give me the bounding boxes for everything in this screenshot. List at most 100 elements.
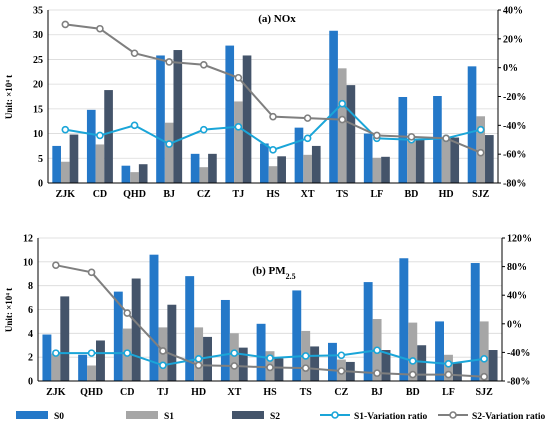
y2-tick-label: 120% <box>507 234 532 245</box>
point-s1-ratio-cz <box>199 125 208 134</box>
bar-s1-cz <box>199 167 209 183</box>
point-s1-ratio-qhd <box>130 121 139 130</box>
bar-s2-bj <box>173 50 183 184</box>
x-tick-label: BD <box>406 387 420 398</box>
y2-tick-label: 40% <box>503 6 523 17</box>
bar-s1-bd <box>407 139 416 183</box>
bar-s0-sjz <box>470 263 480 381</box>
x-tick-label: QHD <box>80 387 103 398</box>
bar-s1-tj <box>234 101 243 183</box>
x-tick-label: ZJK <box>46 387 66 398</box>
legend-label-s1: S1 <box>164 412 174 422</box>
point-s2-ratio-bj <box>373 369 381 377</box>
legend-label-s2: S2 <box>270 412 280 422</box>
bar-s1-bd <box>408 322 418 381</box>
point-s2-ratio-ts <box>301 364 310 372</box>
chart-title-main: (a) NOx <box>258 13 296 25</box>
bar-s1-hd <box>194 327 204 381</box>
bar-s2-sjz <box>488 350 498 381</box>
bar-s1-bj <box>164 122 174 183</box>
bar-s1-lf <box>372 157 382 183</box>
bar-s0-bj <box>363 282 373 381</box>
bar-s0-bj <box>156 55 165 183</box>
y-tick-label: 20 <box>33 80 43 91</box>
bar-s0-lf <box>435 321 444 381</box>
point-s2-ratio-lf <box>444 370 453 379</box>
x-tick-label: ZJK <box>56 189 76 200</box>
point-s2-ratio-bj <box>165 58 173 66</box>
bar-s2-xt <box>238 347 248 381</box>
bar-s0-qhd <box>78 354 88 381</box>
point-s1-ratio-hd <box>194 355 203 363</box>
bar-s2-tj <box>242 55 252 183</box>
x-tick-label: LF <box>370 189 383 200</box>
point-s2-ratio-cz <box>199 60 208 69</box>
point-s1-ratio-bd <box>408 357 417 365</box>
bar-s1-hd <box>441 138 451 183</box>
point-s2-ratio-bd <box>408 370 417 379</box>
x-tick-label: CD <box>93 189 107 200</box>
x-tick-label: BD <box>405 189 419 200</box>
x-tick-label: CZ <box>334 387 348 398</box>
point-s1-ratio-lf <box>444 360 453 368</box>
point-s2-ratio-qhd <box>130 49 139 58</box>
y2-tick-label: -60% <box>503 150 526 161</box>
point-s2-ratio-zjk <box>61 20 70 29</box>
legend-swatch-s1 <box>126 411 158 419</box>
point-s1-ratio-tj <box>159 361 167 370</box>
x-tick-label: XT <box>301 189 315 200</box>
point-s2-ratio-sjz <box>476 148 485 157</box>
x-tick-label: TJ <box>233 189 245 200</box>
point-s1-ratio-cd <box>96 131 104 140</box>
y-tick-label: 25 <box>33 55 43 66</box>
point-s2-ratio-hs <box>269 112 277 121</box>
chart-title: (a) NOx <box>258 13 296 25</box>
chart-panel-nox: 0 5 10 15 20 25 30 35 -80% -60% -40% -20% 0% 20% 40% ZJ… <box>4 6 526 201</box>
bar-s0-zjk <box>42 334 52 381</box>
bar-s2-tj <box>167 304 177 381</box>
y-tick-label: 4 <box>28 329 33 340</box>
y2-tick-label: -80% <box>507 377 530 388</box>
y-tick-label: 2 <box>28 353 33 364</box>
bar-s2-cd <box>104 90 113 183</box>
y2-tick-label: 0% <box>507 319 522 330</box>
y-tick-label: 10 <box>23 257 33 268</box>
point-s1-ratio-xt <box>230 349 239 357</box>
bar-s0-bd <box>399 258 409 381</box>
point-s2-ratio-sjz <box>480 372 488 381</box>
point-s2-ratio-xt <box>230 362 239 370</box>
x-tick-label: QHD <box>123 189 146 200</box>
y2-tick-label: 20% <box>503 34 523 45</box>
bar-s0-ts <box>329 30 338 184</box>
bar-s1-cd <box>95 144 105 183</box>
bar-s2-lf <box>381 156 390 183</box>
chart-title-main: (b) PM <box>252 265 286 277</box>
bar-s2-xt <box>311 145 321 183</box>
y2-tick-label: 40% <box>507 291 527 302</box>
y2-tick-label: 0% <box>503 63 518 74</box>
bar-s2-bd <box>417 345 427 381</box>
point-s2-ratio-zjk <box>52 261 60 269</box>
y-tick-label: 0 <box>28 377 33 388</box>
point-s1-ratio-hs <box>266 354 274 362</box>
point-s2-ratio-hd <box>442 134 450 143</box>
bar-s0-sjz <box>467 66 477 183</box>
bar-s0-cd <box>86 109 96 183</box>
point-s2-ratio-ts <box>338 115 347 124</box>
x-tick-label: XT <box>227 387 241 398</box>
bar-s0-xt <box>220 299 230 381</box>
bar-s1-sjz <box>479 321 489 381</box>
chart-title: (b) PM2.5 <box>252 265 295 281</box>
point-s1-ratio-cd <box>123 349 132 357</box>
y-tick-label: 8 <box>28 281 33 292</box>
bar-s0-xt <box>294 127 304 183</box>
legend-marker-s1_ratio <box>331 411 339 419</box>
x-tick-label: SJZ <box>476 387 494 398</box>
bar-s0-hs <box>256 323 266 381</box>
chart-panel-pm25: 0 2 4 6 8 10 12 -80% -40% 0% 40% 80% 120% ZJK QHD CD TJ H… <box>4 234 532 399</box>
bar-s0-tj <box>149 254 159 381</box>
bar-s2-sjz <box>485 135 494 183</box>
bar-s2-qhd <box>138 164 148 183</box>
bar-s0-qhd <box>121 165 131 183</box>
